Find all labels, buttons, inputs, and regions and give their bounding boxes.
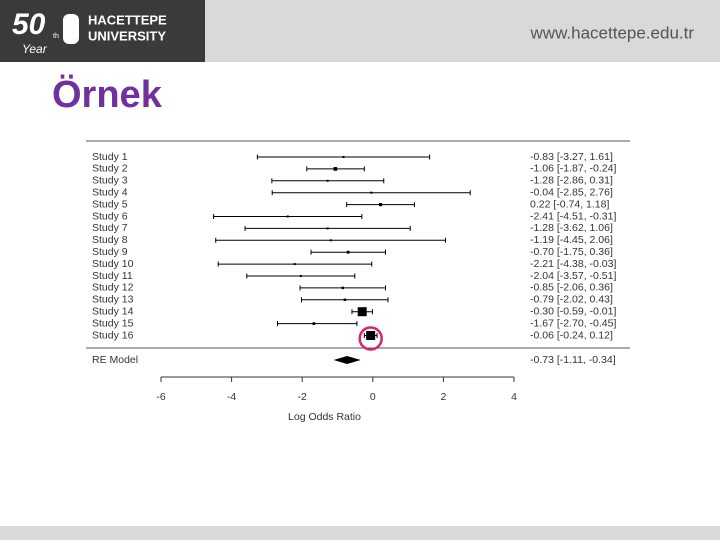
x-tick-label: 4 xyxy=(511,391,517,403)
website-url: www.hacettepe.edu.tr xyxy=(530,23,695,42)
point-estimate xyxy=(286,215,289,218)
footer-band xyxy=(0,526,720,540)
study-label: Study 10 xyxy=(92,258,134,270)
study-label: Study 6 xyxy=(92,210,128,222)
value-label: -0.30 [-0.59, -0.01] xyxy=(530,305,616,317)
anniversary-label: Year xyxy=(22,42,48,56)
point-estimate xyxy=(346,250,350,254)
study-label: Study 4 xyxy=(92,186,128,198)
point-estimate xyxy=(341,286,345,290)
point-estimate xyxy=(357,307,367,317)
highlight-circle xyxy=(358,326,383,351)
value-label: -2.21 [-4.38, -0.03] xyxy=(530,258,616,270)
study-label: Study 7 xyxy=(92,222,128,234)
study-label: Study 5 xyxy=(92,198,128,210)
value-label: -0.85 [-2.06, 0.36] xyxy=(530,282,613,294)
value-label: -0.06 [-0.24, 0.12] xyxy=(530,329,613,341)
value-label: -2.04 [-3.57, -0.51] xyxy=(530,270,616,282)
value-label: -1.06 [-1.87, -0.24] xyxy=(530,163,616,175)
point-estimate xyxy=(333,167,338,171)
study-label: Study 8 xyxy=(92,234,128,246)
point-estimate xyxy=(342,156,345,158)
summary-label: RE Model xyxy=(92,354,138,366)
point-estimate xyxy=(343,298,347,302)
anniversary-suffix: th xyxy=(53,33,59,40)
point-estimate xyxy=(326,179,329,182)
x-tick-label: -6 xyxy=(156,391,165,403)
x-tick-label: 0 xyxy=(370,391,376,403)
logo-box xyxy=(0,0,205,62)
study-label: Study 15 xyxy=(92,317,134,329)
slide-title: Örnek xyxy=(52,73,163,116)
point-estimate xyxy=(379,203,383,207)
study-label: Study 16 xyxy=(92,329,134,341)
study-label: Study 1 xyxy=(92,151,128,163)
point-estimate xyxy=(299,275,302,277)
x-axis-title: Log Odds Ratio xyxy=(288,411,361,423)
point-estimate xyxy=(329,239,332,242)
summary-diamond xyxy=(333,356,361,364)
study-label: Study 11 xyxy=(92,270,133,282)
point-estimate xyxy=(370,191,373,194)
value-label: -0.73 [-1.11, -0.34] xyxy=(530,354,616,366)
point-estimate xyxy=(366,331,376,340)
x-tick-label: -4 xyxy=(227,391,236,403)
anniversary: 50 xyxy=(12,8,46,41)
study-label: Study 12 xyxy=(92,282,134,294)
university-name: UNIVERSITY xyxy=(88,28,166,43)
university-name: HACETTEPE xyxy=(88,12,167,27)
value-label: -0.79 [-2.02, 0.43] xyxy=(530,294,613,306)
study-label: Study 3 xyxy=(92,175,128,187)
x-tick-label: 2 xyxy=(440,391,446,403)
value-label: -0.04 [-2.85, 2.76] xyxy=(530,186,613,198)
value-label: -1.67 [-2.70, -0.45] xyxy=(530,317,616,329)
value-label: -1.19 [-4.45, 2.06] xyxy=(530,234,613,246)
study-label: Study 14 xyxy=(92,305,134,317)
value-label: -2.41 [-4.51, -0.31] xyxy=(530,210,616,222)
study-label: Study 9 xyxy=(92,246,128,258)
point-estimate xyxy=(326,227,329,230)
study-label: Study 13 xyxy=(92,294,134,306)
university-emblem xyxy=(63,14,79,44)
value-label: -0.70 [-1.75, 0.36] xyxy=(530,246,613,258)
point-estimate xyxy=(293,263,296,266)
point-estimate xyxy=(312,322,316,325)
value-label: 0.22 [-0.74, 1.18] xyxy=(530,198,609,210)
value-label: -1.28 [-2.86, 0.31] xyxy=(530,175,613,187)
value-label: -1.28 [-3.62, 1.06] xyxy=(530,222,613,234)
value-label: -0.83 [-3.27, 1.61] xyxy=(530,151,613,163)
forest-plot: Study 1 -0.83 [-3.27, 1.61] Study 2 -1.06 [… xyxy=(86,140,630,423)
x-tick-label: -2 xyxy=(298,391,307,403)
study-label: Study 2 xyxy=(92,163,128,175)
